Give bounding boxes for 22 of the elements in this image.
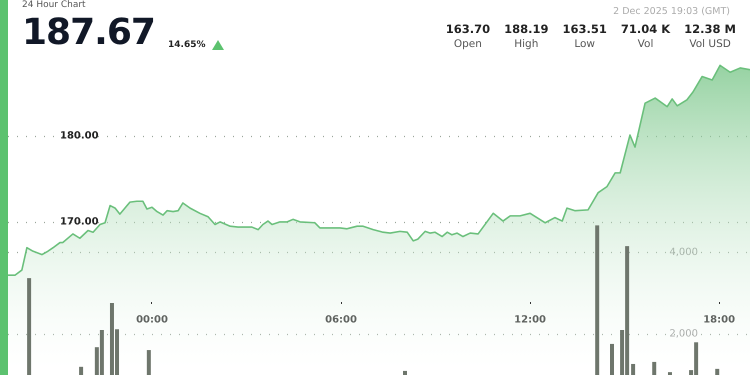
- x-tick-label: 06:00: [325, 314, 357, 326]
- y2-tick-label: 2,000: [669, 328, 698, 340]
- annotation: High: [513, 38, 540, 50]
- annotation: 12.38 M: [684, 22, 736, 36]
- annotation: 163.70: [446, 22, 490, 36]
- y2-tick-label: 4,000: [669, 246, 698, 258]
- y-tick-label: 180.00: [60, 130, 99, 142]
- annotation: Open: [452, 38, 483, 50]
- annotation: Vol USD: [688, 38, 732, 50]
- x-tick-label: 18:00: [703, 314, 736, 326]
- chart-title: 24 Hour Chart: [22, 0, 86, 10]
- x-tick-label: 00:00: [136, 314, 168, 326]
- text: 2 Dec 2025 19:03 (GMT): [613, 6, 730, 17]
- annotation: 14.65%: [168, 40, 206, 50]
- annotation: Vol: [636, 38, 654, 50]
- annotation: Low: [573, 38, 596, 50]
- x-tick-label: 12:00: [514, 314, 546, 326]
- annotation: 71.04 K: [620, 22, 670, 36]
- y-tick-label: 170.00: [60, 216, 99, 228]
- annotation: 187.67: [22, 12, 155, 53]
- annotation: 163.51: [562, 22, 607, 36]
- annotation: 188.19: [504, 22, 548, 36]
